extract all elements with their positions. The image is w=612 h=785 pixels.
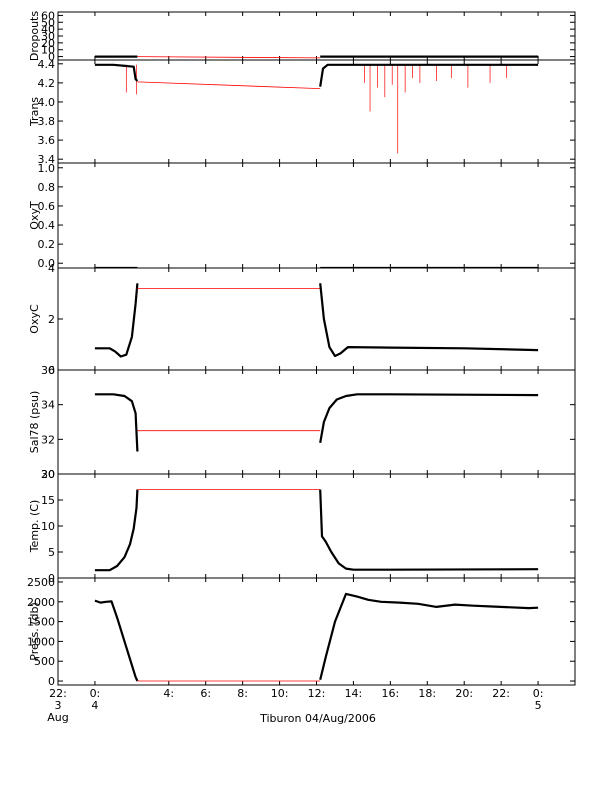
series-line-measured (319, 489, 539, 571)
y-tick-label: 2 (48, 313, 55, 326)
x-tick-label: 6: (200, 687, 211, 700)
y-tick-label: 4.4 (38, 58, 56, 71)
panel-data (94, 592, 539, 682)
series-line-measured (94, 63, 139, 82)
y-tick-label: 0.2 (38, 238, 56, 251)
y-tick-label: 4.2 (38, 77, 56, 90)
y-tick-label: 3.8 (38, 115, 56, 128)
y-tick-label: 30 (41, 468, 55, 481)
series-line-measured (319, 283, 539, 358)
y-tick-label: 40 (41, 23, 55, 36)
y-tick-label: 0.0 (38, 257, 56, 270)
panels: 6050403020100Dropouts4.44.24.03.83.63.4T… (27, 9, 576, 688)
y-tick-label: 50 (41, 16, 55, 29)
series-line-measured (94, 393, 139, 452)
panel-data (94, 489, 539, 572)
x-tick-label: 10: (271, 687, 289, 700)
panel-6: 2500 2000 1500 1000 500 0 Press. (db) (27, 576, 576, 688)
x-tick-label: Aug (47, 711, 68, 724)
x-tick-label: 4 (91, 699, 98, 712)
y-tick-label: 3.4 (38, 153, 56, 166)
y-tick-label: 0.8 (38, 181, 56, 194)
y-axis-label: Trans (28, 97, 41, 127)
y-tick-label: 20 (41, 37, 55, 50)
series-line-measured (94, 489, 139, 572)
x-tick-label: 22: (49, 687, 67, 700)
panel-frame (57, 162, 576, 269)
y-tick-label: 0.6 (38, 200, 56, 213)
y-tick-label: 0 (48, 364, 55, 377)
y-tick-label: 0 (48, 572, 55, 585)
series-line-interpolated (137, 56, 321, 59)
y-tick-label: 10 (41, 520, 55, 533)
y-tick-label: 3.6 (38, 134, 56, 147)
y-tick-label: 2500 (27, 576, 55, 589)
y-tick-label: 32 (41, 433, 55, 446)
x-axis-label: Tiburon 04/Aug/2006 (259, 712, 376, 725)
series-line-measured (319, 63, 539, 87)
y-tick-label: 30 (41, 30, 55, 43)
y-tick-label: 1500 (27, 616, 55, 629)
x-tick-label: 16: (382, 687, 400, 700)
panel-frame (57, 267, 576, 371)
y-tick-label: 4 (48, 262, 55, 275)
y-tick-label: 0.4 (38, 219, 56, 232)
x-tick-label: 22: (492, 687, 510, 700)
y-tick-label: 36 (41, 364, 55, 377)
y-tick-label: 2000 (27, 596, 55, 609)
series-line-measured (94, 283, 139, 358)
y-tick-label: 20 (41, 468, 55, 481)
y-tick-label: 15 (41, 494, 55, 507)
y-axis-label: Dropouts (28, 11, 41, 61)
y-tick-label: 1.0 (38, 162, 56, 175)
panel-2: 1.0 0.8 0.6 0.4 0.2 0.0 OxyT (28, 162, 576, 270)
panel-frame (57, 577, 576, 686)
x-tick-label: 4: (163, 687, 174, 700)
x-tick-label: 3 (55, 699, 62, 712)
y-axis-label: Sal78 (psu) (28, 391, 41, 454)
panel-5: 20 15 10 5 0 Temp. (C) (28, 468, 576, 585)
series-line-measured (319, 393, 539, 443)
x-tick-label: 14: (345, 687, 363, 700)
panel-3: 4 2 0 OxyC (28, 262, 576, 377)
y-axis-label: OxyC (28, 304, 41, 334)
panel-data (94, 283, 539, 358)
y-axis-label: Temp. (C) (28, 500, 41, 554)
panel-data (94, 55, 539, 59)
series-line-measured (94, 599, 139, 682)
y-tick-label: 4.0 (38, 96, 56, 109)
x-tick-label: 12: (308, 687, 326, 700)
y-tick-label: 60 (41, 9, 55, 22)
y-axis-label: OxyT (28, 201, 41, 230)
x-tick-label: 0: (533, 687, 544, 700)
y-tick-label: 1000 (27, 635, 55, 648)
panel-4: 36 34 32 30 Sal78 (psu) (28, 364, 576, 481)
panel-data (94, 393, 539, 452)
panel-1: 4.4 4.2 4.0 3.8 3.6 3.4 Trans (28, 58, 576, 166)
x-tick-label: 8: (237, 687, 248, 700)
y-axis-label: Press. (db) (28, 602, 41, 661)
x-tick-label: 0: (90, 687, 101, 700)
y-tick-label: 500 (34, 655, 55, 668)
x-tick-label: 5 (535, 699, 542, 712)
panel-frame (57, 11, 576, 61)
y-tick-label: 34 (41, 399, 55, 412)
panel-data (94, 63, 539, 154)
y-tick-label: 5 (48, 546, 55, 559)
y-tick-label: 0 (48, 51, 55, 64)
x-tick-label: 18: (418, 687, 436, 700)
series-line-interpolated (137, 81, 321, 89)
y-tick-label: 10 (41, 44, 55, 57)
series-line-measured (319, 592, 539, 681)
y-tick-label: 0 (48, 675, 55, 688)
x-tick-label: 20: (455, 687, 473, 700)
